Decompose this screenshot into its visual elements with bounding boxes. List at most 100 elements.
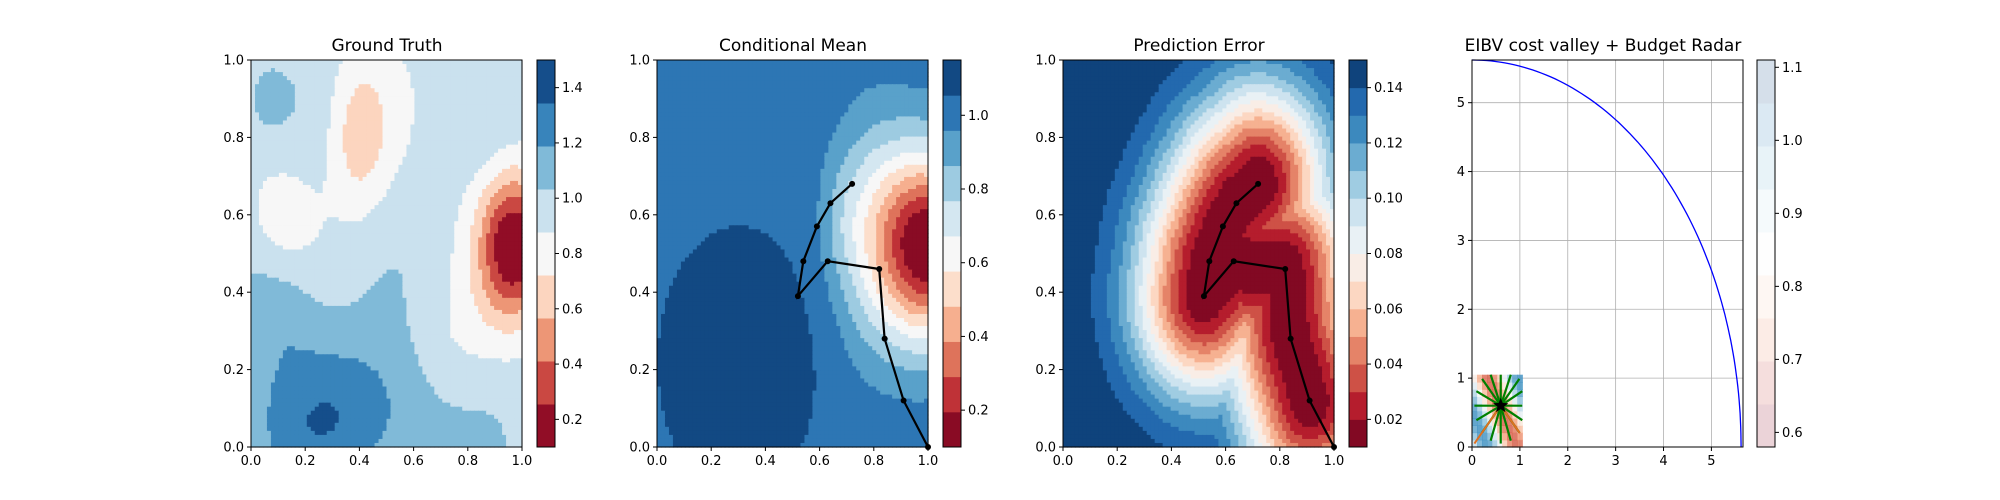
heatmap-cell bbox=[314, 128, 320, 134]
heatmap-cell bbox=[462, 225, 467, 230]
heatmap-cell bbox=[394, 108, 400, 114]
heatmap-cell bbox=[502, 100, 507, 105]
heatmap-cell bbox=[426, 132, 431, 138]
heatmap-cell bbox=[402, 253, 408, 259]
heatmap-cell bbox=[330, 261, 336, 267]
heatmap-cell bbox=[482, 225, 487, 230]
heatmap-cell bbox=[442, 100, 447, 105]
heatmap-cell bbox=[266, 68, 272, 73]
heatmap-cell bbox=[274, 201, 280, 206]
heatmap-cell bbox=[310, 330, 316, 335]
heatmap-cell bbox=[354, 108, 360, 114]
heatmap-cell bbox=[302, 96, 308, 101]
heatmap-cell bbox=[286, 221, 292, 226]
heatmap-cell bbox=[482, 172, 487, 178]
heatmap-cell bbox=[330, 289, 336, 295]
heatmap-cell bbox=[326, 241, 332, 247]
heatmap-cell bbox=[342, 116, 348, 122]
heatmap-cell bbox=[394, 140, 400, 146]
heatmap-cell bbox=[298, 100, 304, 105]
heatmap-cell bbox=[486, 205, 491, 210]
heatmap-cell bbox=[414, 88, 419, 93]
heatmap-cell bbox=[358, 205, 364, 210]
heatmap-cell bbox=[318, 313, 324, 319]
heatmap-cell bbox=[498, 233, 503, 238]
heatmap-cell bbox=[446, 201, 451, 206]
heatmap-cell bbox=[346, 168, 352, 174]
heatmap-cell bbox=[398, 197, 404, 202]
heatmap-cell bbox=[322, 140, 328, 146]
heatmap-cell bbox=[406, 64, 412, 69]
heatmap-cell bbox=[398, 273, 404, 279]
heatmap-cell bbox=[386, 68, 392, 73]
heatmap-cell bbox=[466, 100, 471, 105]
heatmap-cell bbox=[450, 112, 455, 118]
heatmap-cell bbox=[402, 176, 408, 182]
heatmap-cell bbox=[442, 229, 447, 234]
heatmap-cell bbox=[338, 313, 344, 319]
heatmap-cell bbox=[506, 269, 511, 275]
heatmap-cell bbox=[251, 201, 256, 206]
heatmap-cell bbox=[298, 88, 304, 93]
heatmap-cell bbox=[251, 68, 256, 73]
heatmap-cell bbox=[282, 241, 288, 247]
heatmap-cell bbox=[334, 249, 340, 255]
heatmap-cell bbox=[410, 309, 415, 315]
heatmap-cell bbox=[306, 112, 312, 118]
heatmap-cell bbox=[454, 197, 459, 202]
heatmap-cell bbox=[318, 253, 324, 259]
heatmap-cell bbox=[378, 241, 384, 247]
heatmap-cell bbox=[322, 144, 328, 150]
heatmap-cell bbox=[386, 180, 392, 186]
heatmap-cell bbox=[346, 68, 352, 73]
heatmap-cell bbox=[286, 160, 292, 166]
heatmap-cell bbox=[410, 189, 415, 194]
heatmap-cell bbox=[490, 213, 495, 218]
heatmap-cell bbox=[302, 160, 308, 166]
heatmap-cell bbox=[462, 346, 467, 351]
heatmap-cell bbox=[306, 201, 312, 206]
heatmap-cell bbox=[498, 68, 503, 73]
heatmap-cell bbox=[510, 160, 515, 166]
heatmap-cell bbox=[330, 346, 336, 351]
heatmap-cell bbox=[326, 80, 332, 85]
heatmap-cell bbox=[294, 289, 300, 295]
heatmap-cell bbox=[462, 289, 467, 295]
heatmap-cell bbox=[414, 152, 419, 158]
heatmap-cell bbox=[414, 64, 419, 69]
heatmap-cell bbox=[322, 64, 328, 69]
heatmap-cell bbox=[290, 293, 296, 299]
heatmap-cell bbox=[294, 309, 300, 315]
heatmap-cell bbox=[478, 176, 483, 182]
heatmap-cell bbox=[438, 92, 443, 97]
heatmap-cell bbox=[254, 164, 260, 170]
heatmap-cell bbox=[346, 120, 352, 126]
heatmap-cell bbox=[262, 205, 268, 210]
heatmap-cell bbox=[302, 180, 308, 186]
heatmap-cell bbox=[314, 84, 320, 89]
heatmap-cell bbox=[262, 124, 268, 130]
heatmap-cell bbox=[306, 160, 312, 166]
heatmap-cell bbox=[422, 322, 427, 327]
heatmap-cell bbox=[430, 273, 435, 279]
heatmap-cell bbox=[302, 257, 308, 263]
heatmap-cell bbox=[478, 225, 483, 230]
heatmap-cell bbox=[518, 176, 523, 182]
heatmap-cell bbox=[410, 160, 415, 166]
heatmap-cell bbox=[506, 285, 511, 291]
heatmap-cell bbox=[354, 72, 360, 77]
heatmap-cell bbox=[278, 326, 284, 331]
heatmap-cell bbox=[498, 189, 503, 194]
heatmap-cell bbox=[382, 265, 388, 271]
heatmap-cell bbox=[418, 330, 423, 335]
heatmap-cell bbox=[394, 285, 400, 291]
heatmap-cell bbox=[254, 285, 260, 291]
heatmap-cell bbox=[294, 68, 300, 73]
heatmap-cell bbox=[498, 241, 503, 247]
heatmap-cell bbox=[346, 176, 352, 182]
heatmap-cell bbox=[482, 152, 487, 158]
heatmap-cell bbox=[486, 144, 491, 150]
heatmap-cell bbox=[374, 201, 380, 206]
heatmap-cell bbox=[482, 322, 487, 327]
heatmap-cell bbox=[438, 96, 443, 101]
